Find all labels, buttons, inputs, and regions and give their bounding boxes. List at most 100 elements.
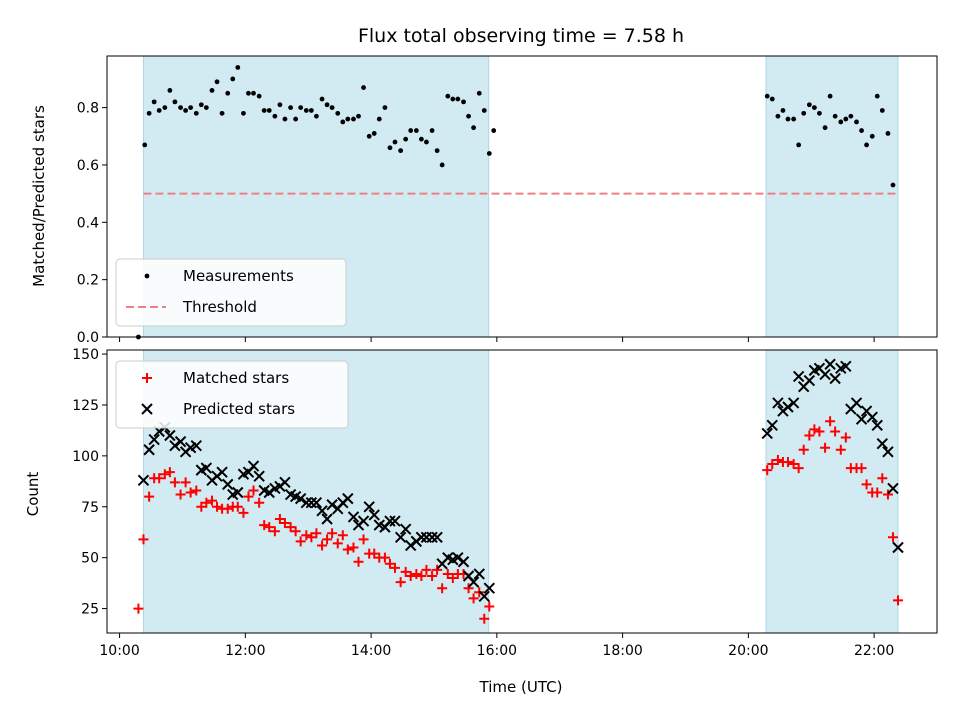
top-series-1-point-41 [345, 116, 351, 122]
top-series-1-point-54 [413, 128, 419, 133]
bottom-series-1-point-91 [877, 473, 888, 484]
bottom-series-1-point-71 [772, 454, 783, 465]
bottom-series-1-point-26 [264, 522, 275, 533]
top-series-1-point-3 [146, 110, 152, 116]
bottom-y-tick-label-3: 75 [81, 500, 99, 516]
top-series-1-point-74 [785, 116, 791, 122]
top-axes-frame [106, 55, 938, 338]
top-series-1-point-85 [843, 116, 849, 122]
bottom-series-1-point-56 [421, 564, 432, 575]
bottom-series-2-point-62 [457, 556, 470, 568]
bottom-series-1-point-52 [400, 566, 411, 577]
bottom-series-2-point-61 [452, 551, 464, 564]
bottom-series-1-point-74 [788, 459, 799, 470]
bottom-series-1-point-49 [384, 558, 395, 569]
bottom-series-1-point-50 [389, 562, 400, 573]
top-series-1-point-6 [162, 105, 168, 111]
bottom-series-1-point-87 [856, 463, 867, 474]
top-series-1-point-27 [272, 113, 278, 119]
top-series-1-point-84 [838, 119, 844, 125]
bottom-series-2-point-72 [782, 401, 794, 413]
bottom-series-2-point-28 [279, 476, 291, 489]
bottom-legend-label-2: Predicted stars [183, 400, 295, 418]
bottom-series-2-point-64 [467, 576, 480, 588]
top-series-1-point-72 [775, 113, 781, 119]
top-series-1-point-46 [371, 131, 377, 136]
bottom-series-2-point-51 [399, 523, 412, 535]
top-series-1-point-28 [277, 102, 283, 108]
bottom-series-1-point-78 [809, 424, 820, 435]
top-series-1-point-76 [796, 142, 802, 148]
bottom-series-2-point-88 [866, 411, 878, 423]
bottom-series-1-point-21 [238, 507, 249, 518]
bottom-series-1-point-57 [427, 570, 438, 581]
top-legend-handle-1 [144, 273, 150, 279]
top-series-1-point-24 [256, 93, 262, 99]
bottom-series-2-point-74 [792, 370, 805, 383]
top-series-1-point-75 [791, 116, 797, 122]
top-series-1-point-79 [811, 105, 817, 111]
bottom-series-2-point-11 [190, 439, 202, 452]
bottom-series-1-point-30 [285, 522, 296, 533]
bottom-series-1-point-67 [479, 613, 490, 624]
top-series-1-point-40 [340, 119, 346, 125]
bottom-series-2-point-23 [253, 470, 265, 482]
x-tick-label-7: 22:00 [854, 643, 894, 659]
bottom-series-1-point-33 [301, 530, 312, 541]
top-series-1-point-23 [251, 90, 256, 96]
bottom-series-2-point-31 [294, 492, 307, 505]
bottom-series-1-point-83 [835, 444, 846, 455]
top-series-1-point-50 [392, 139, 398, 145]
bottom-observing-window-2 [765, 349, 899, 634]
bottom-series-1-point-76 [798, 444, 809, 455]
top-series-1-point-61 [450, 96, 456, 102]
bottom-series-2-point-43 [357, 515, 370, 527]
bottom-series-2-point-70 [772, 397, 784, 409]
top-y-tick-label-2: 0.2 [77, 273, 99, 289]
top-series-1-point-10 [183, 108, 188, 113]
top-series-1-point-82 [827, 93, 833, 99]
top-series-1-point-70 [764, 93, 770, 99]
top-series-1-point-52 [403, 136, 409, 142]
bottom-series-1-point-69 [762, 465, 773, 476]
bottom-series-2-point-50 [394, 531, 407, 544]
top-series-1-point-57 [429, 128, 435, 133]
top-series-1-point-63 [461, 99, 466, 105]
top-legend-label-2: Threshold [182, 298, 257, 316]
bottom-series-1-point-8 [169, 477, 180, 488]
top-series-1-point-8 [172, 99, 178, 105]
top-series-1-point-65 [471, 125, 476, 131]
bottom-series-2-point-16 [216, 466, 228, 478]
top-y-tick-label-3: 0.4 [77, 215, 99, 231]
top-series-1-point-68 [486, 151, 492, 156]
bottom-series-1-point-38 [327, 528, 338, 539]
bottom-series-1-point-54 [411, 568, 422, 579]
top-series-1-point-60 [445, 93, 451, 99]
bottom-series-1-point-55 [416, 570, 427, 581]
bottom-series-1-point-41 [342, 544, 353, 555]
bottom-series-2-point-7 [169, 439, 181, 452]
bottom-series-1-point-25 [259, 520, 270, 531]
bottom-series-1-point-36 [317, 540, 328, 551]
bottom-series-1-point-18 [222, 503, 233, 514]
bottom-y-tick-label-1: 25 [81, 602, 99, 618]
bottom-series-2-point-2 [143, 444, 155, 456]
top-series-1-point-21 [241, 110, 246, 116]
bottom-series-1-point-70 [767, 459, 778, 470]
x-tick-label-3: 14:00 [351, 643, 391, 659]
bottom-series-1-point-22 [243, 491, 254, 502]
bottom-series-2-point-49 [389, 515, 401, 527]
top-series-1-point-67 [481, 108, 487, 113]
bottom-series-2-point-1 [137, 474, 150, 487]
top-series-1-point-19 [230, 76, 236, 82]
top-series-1-point-44 [361, 85, 366, 90]
x-tick-label-5: 18:00 [602, 643, 642, 659]
bottom-series-2-point-19 [232, 486, 244, 499]
top-y-tick-label-1: 0.0 [77, 330, 99, 346]
bottom-series-1-point-58 [432, 564, 443, 575]
top-series-1-point-45 [366, 133, 372, 139]
bottom-series-2-point-56 [426, 531, 438, 544]
top-series-1-point-81 [822, 125, 828, 131]
bottom-series-2-point-67 [483, 582, 496, 594]
bottom-legend-handle-1 [142, 373, 152, 383]
